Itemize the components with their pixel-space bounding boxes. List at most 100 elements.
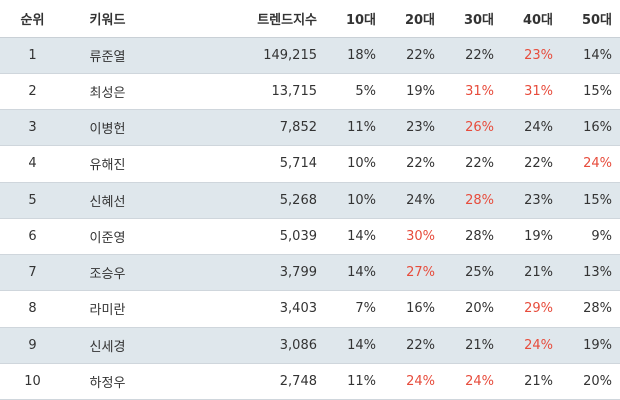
header-age-30s: 30대 <box>443 0 502 38</box>
table-row: 1 류준열 149,215 18% 22% 22% 23% 14% <box>0 37 620 74</box>
table-row: 2 최성은 13,715 5% 19% 31% 31% 15% <box>0 73 620 110</box>
keyword-cell: 하정우 <box>89 375 126 391</box>
rank-cell: 9 <box>28 337 37 353</box>
age-40s-cell: 29% <box>524 301 553 317</box>
age-30s-cell: 25% <box>465 265 494 281</box>
age-30s-cell: 26% <box>465 120 494 136</box>
keyword-cell: 최성은 <box>89 85 126 101</box>
keyword-cell: 라미란 <box>89 303 126 319</box>
age-20s-cell: 24% <box>406 373 435 389</box>
age-20s-cell: 22% <box>406 337 435 353</box>
age-50s-cell: 15% <box>583 83 612 99</box>
age-10s-cell: 14% <box>347 228 376 244</box>
age-50s-cell: 14% <box>583 47 612 63</box>
table-body: 1 류준열 149,215 18% 22% 22% 23% 14% 2 최성은 … <box>0 37 620 400</box>
table-header: 순위 키워드 트렌드지수 10대 20대 30대 40대 50대 <box>0 0 620 38</box>
age-40s-cell: 24% <box>524 337 553 353</box>
keyword-cell: 이준영 <box>89 230 126 246</box>
rank-cell: 1 <box>28 47 37 63</box>
age-10s-cell: 5% <box>355 83 376 99</box>
table-row: 8 라미란 3,403 7% 16% 20% 29% 28% <box>0 290 620 327</box>
header-row: 순위 키워드 트렌드지수 10대 20대 30대 40대 50대 <box>0 0 620 38</box>
header-age-20s: 20대 <box>384 0 443 38</box>
rank-cell: 6 <box>28 228 37 244</box>
trend-index-cell: 5,039 <box>279 228 317 244</box>
age-40s-cell: 21% <box>524 373 553 389</box>
rank-cell: 2 <box>28 83 37 99</box>
age-20s-cell: 22% <box>406 156 435 172</box>
age-40s-cell: 19% <box>524 228 553 244</box>
trend-index-cell: 5,268 <box>279 192 317 208</box>
age-30s-cell: 22% <box>465 156 494 172</box>
header-age-10s: 10대 <box>325 0 384 38</box>
age-50s-cell: 15% <box>583 192 612 208</box>
age-10s-cell: 7% <box>355 301 376 317</box>
table-row: 5 신혜선 5,268 10% 24% 28% 23% 15% <box>0 182 620 219</box>
age-50s-cell: 19% <box>583 337 612 353</box>
keyword-cell: 류준열 <box>89 49 126 65</box>
age-30s-cell: 20% <box>465 301 494 317</box>
trend-index-cell: 3,403 <box>279 301 317 317</box>
age-40s-cell: 23% <box>524 47 553 63</box>
age-50s-cell: 20% <box>583 373 612 389</box>
header-rank: 순위 <box>0 0 65 38</box>
age-30s-cell: 22% <box>465 47 494 63</box>
rank-cell: 7 <box>28 265 37 281</box>
age-10s-cell: 14% <box>347 337 376 353</box>
table-row: 3 이병헌 7,852 11% 23% 26% 24% 16% <box>0 109 620 146</box>
age-30s-cell: 24% <box>465 373 494 389</box>
keyword-cell: 신혜선 <box>89 194 126 210</box>
table-row: 7 조승우 3,799 14% 27% 25% 21% 13% <box>0 254 620 291</box>
age-50s-cell: 28% <box>583 301 612 317</box>
trend-index-cell: 7,852 <box>279 120 317 136</box>
trend-index-cell: 13,715 <box>271 83 318 99</box>
keyword-cell: 조승우 <box>89 267 126 283</box>
table-row: 4 유해진 5,714 10% 22% 22% 22% 24% <box>0 145 620 182</box>
header-age-40s: 40대 <box>502 0 561 38</box>
age-20s-cell: 19% <box>406 83 435 99</box>
age-30s-cell: 28% <box>465 228 494 244</box>
age-50s-cell: 16% <box>583 120 612 136</box>
age-40s-cell: 24% <box>524 120 553 136</box>
header-age-50s: 50대 <box>561 0 620 38</box>
age-30s-cell: 21% <box>465 337 494 353</box>
rank-cell: 8 <box>28 301 37 317</box>
age-30s-cell: 31% <box>465 83 494 99</box>
trend-index-cell: 149,215 <box>263 47 317 63</box>
rank-cell: 5 <box>28 192 37 208</box>
age-20s-cell: 30% <box>406 228 435 244</box>
age-40s-cell: 22% <box>524 156 553 172</box>
keyword-cell: 이병헌 <box>89 122 126 138</box>
keyword-cell: 신세경 <box>89 339 126 355</box>
age-50s-cell: 13% <box>583 265 612 281</box>
trend-index-cell: 5,714 <box>279 156 317 172</box>
age-10s-cell: 14% <box>347 265 376 281</box>
age-10s-cell: 10% <box>347 192 376 208</box>
age-20s-cell: 22% <box>406 47 435 63</box>
trend-index-cell: 2,748 <box>279 373 317 389</box>
age-10s-cell: 11% <box>347 120 376 136</box>
rank-cell: 10 <box>24 373 41 389</box>
age-20s-cell: 23% <box>406 120 435 136</box>
rank-cell: 3 <box>28 120 37 136</box>
trend-index-cell: 3,799 <box>279 265 317 281</box>
age-40s-cell: 23% <box>524 192 553 208</box>
age-10s-cell: 11% <box>347 373 376 389</box>
keyword-cell: 유해진 <box>89 158 126 174</box>
age-10s-cell: 18% <box>347 47 376 63</box>
age-40s-cell: 21% <box>524 265 553 281</box>
age-20s-cell: 27% <box>406 265 435 281</box>
trend-index-cell: 3,086 <box>279 337 317 353</box>
rank-cell: 4 <box>28 156 37 172</box>
header-trend-index: 트렌드지수 <box>150 0 325 38</box>
age-20s-cell: 24% <box>406 192 435 208</box>
table-row: 10 하정우 2,748 11% 24% 24% 21% 20% <box>0 363 620 400</box>
age-40s-cell: 31% <box>524 83 553 99</box>
age-50s-cell: 24% <box>583 156 612 172</box>
header-keyword: 키워드 <box>65 0 150 38</box>
age-50s-cell: 9% <box>591 228 612 244</box>
age-10s-cell: 10% <box>347 156 376 172</box>
age-30s-cell: 28% <box>465 192 494 208</box>
age-20s-cell: 16% <box>406 301 435 317</box>
